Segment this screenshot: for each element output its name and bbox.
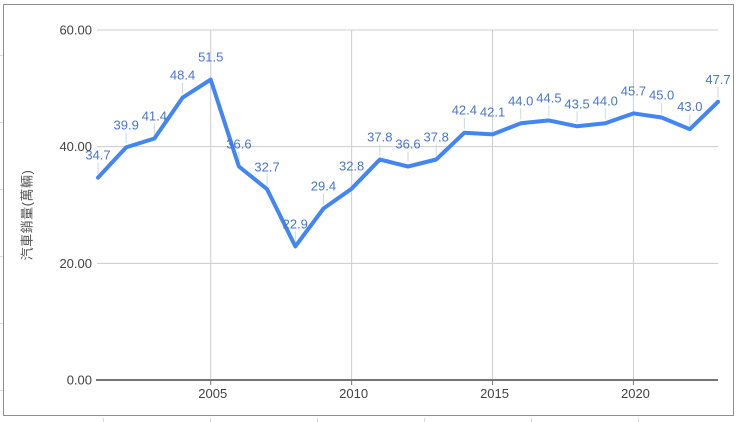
x-tick-label: 2010 — [339, 386, 368, 401]
sheet-col-line — [531, 418, 532, 422]
y-tick-label: 0.00 — [67, 373, 92, 388]
y-axis-title: 汽車銷量(萬輛) — [19, 169, 35, 261]
x-tick-label: 2015 — [480, 386, 509, 401]
data-point-label: 42.4 — [452, 103, 477, 118]
sheet-col-line — [317, 418, 318, 422]
data-point-label: 47.7 — [705, 72, 730, 87]
data-point-label: 43.5 — [564, 96, 589, 111]
data-point-label: 41.4 — [142, 109, 167, 124]
sheet-row-line — [0, 55, 3, 56]
data-point-label: 44.0 — [508, 93, 533, 108]
x-tick-label: 2005 — [198, 386, 227, 401]
data-point-label: 45.7 — [621, 83, 646, 98]
y-tick-label: 40.00 — [59, 139, 92, 154]
series-line — [96, 77, 720, 249]
data-point-label: 44.5 — [536, 90, 561, 105]
sheet-col-line — [103, 418, 104, 422]
sheet-row-line — [0, 256, 3, 257]
sheet-col-line — [638, 418, 639, 422]
data-point-label: 36.6 — [395, 137, 420, 152]
data-point-label: 51.5 — [198, 50, 223, 65]
y-tick-label: 60.00 — [59, 23, 92, 38]
sheet-row-line — [0, 323, 3, 324]
sheet-row-line — [0, 189, 3, 190]
chart-frame — [3, 4, 734, 416]
data-point-label: 32.7 — [254, 159, 279, 174]
sheet-col-line — [210, 418, 211, 422]
data-point-label: 44.0 — [593, 93, 618, 108]
data-point-label: 36.6 — [226, 137, 251, 152]
y-tick-label: 20.00 — [59, 256, 92, 271]
data-point-label: 45.0 — [649, 88, 674, 103]
sheet-row-line — [0, 122, 3, 123]
sheet-col-line — [424, 418, 425, 422]
data-point-label: 37.8 — [367, 130, 392, 145]
data-point-label: 22.9 — [283, 216, 308, 231]
sheet-row-line — [0, 390, 3, 391]
data-point-label: 37.8 — [424, 130, 449, 145]
x-tick-label: 2020 — [621, 386, 650, 401]
data-point-label: 43.0 — [677, 99, 702, 114]
data-point-label: 32.8 — [339, 159, 364, 174]
data-point-label: 48.4 — [170, 68, 195, 83]
data-point-label: 29.4 — [311, 179, 336, 194]
data-point-label: 39.9 — [114, 117, 139, 132]
data-point-label: 42.1 — [480, 104, 505, 119]
data-point-label: 34.7 — [85, 148, 110, 163]
